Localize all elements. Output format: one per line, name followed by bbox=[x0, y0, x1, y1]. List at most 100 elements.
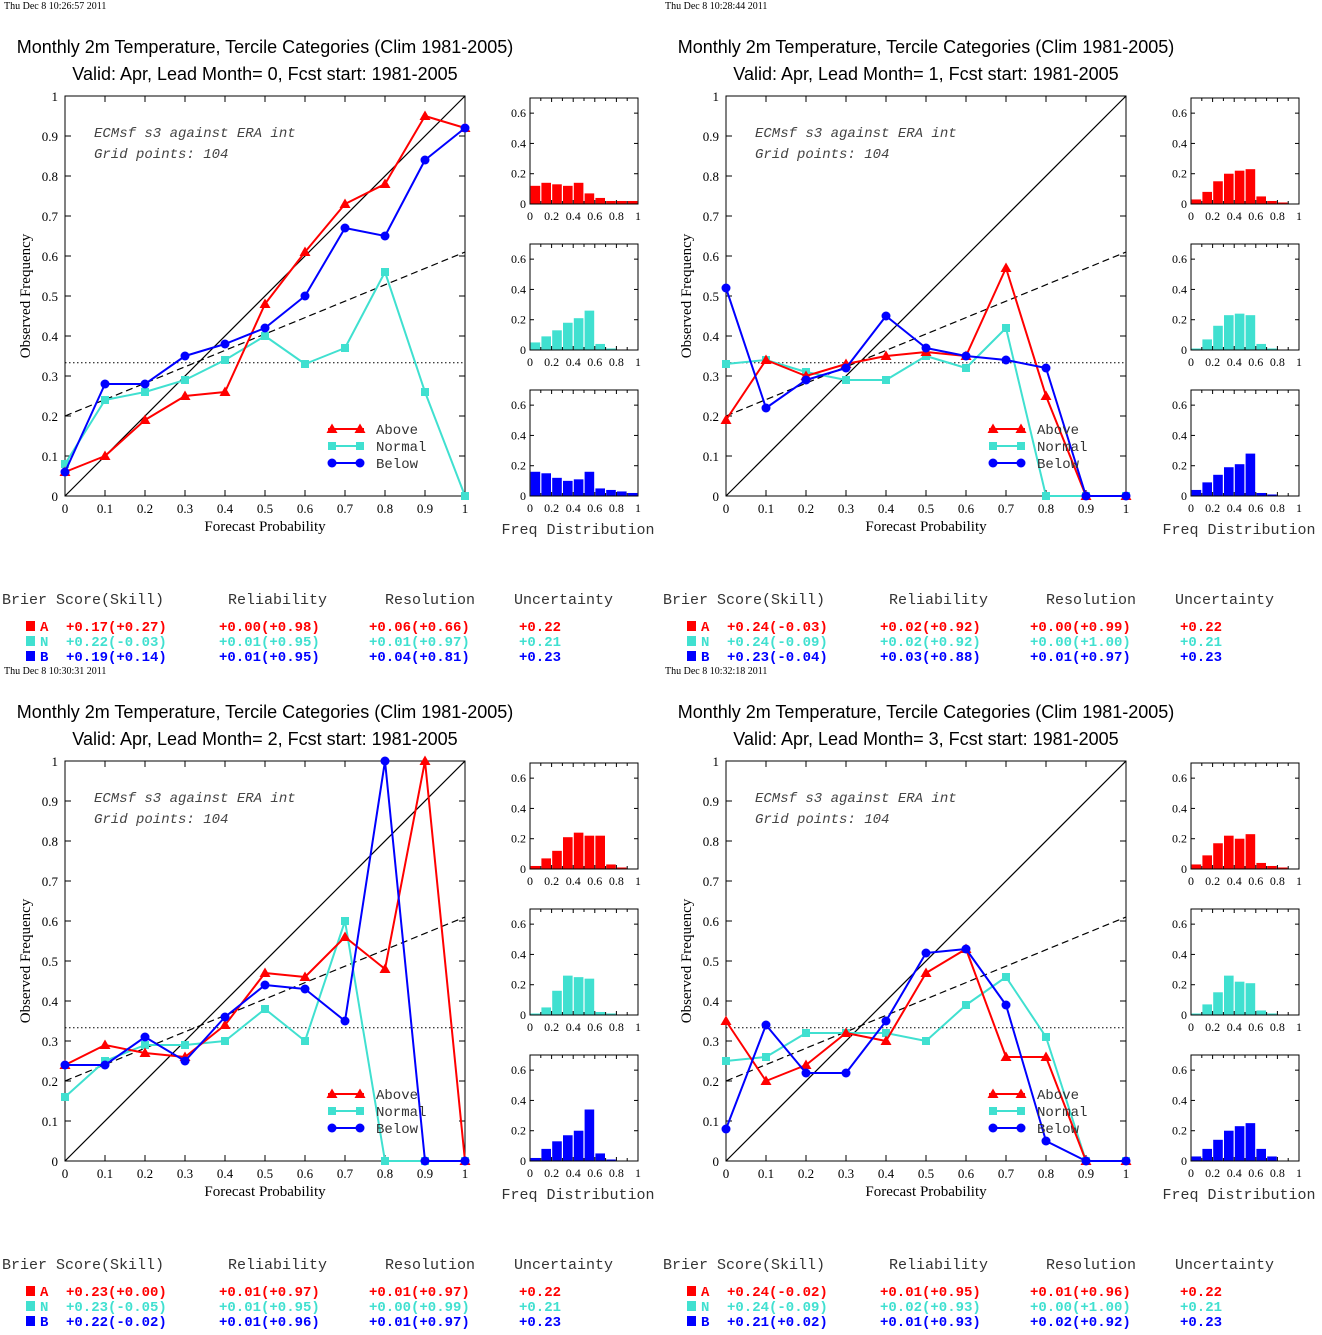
reliability-score: +0.01(+0.93) bbox=[880, 1315, 981, 1330]
brier-score: +0.22(-0.03) bbox=[66, 635, 167, 651]
reliability-score: +0.02(+0.92) bbox=[880, 620, 981, 636]
y-tick-label: 0.9 bbox=[42, 129, 58, 144]
data-point-above bbox=[1000, 262, 1012, 272]
histogram-frame bbox=[1190, 243, 1300, 351]
score-header: Uncertainty bbox=[514, 592, 613, 609]
histogram-bar bbox=[530, 1157, 541, 1161]
y-tick-label: 0.8 bbox=[42, 169, 58, 184]
panel-1: Thu Dec 8 10:28:44 2011 Monthly 2m Temper… bbox=[663, 1, 1316, 666]
data-point-below bbox=[220, 339, 230, 349]
data-point-normal bbox=[962, 364, 970, 372]
data-point-normal bbox=[722, 360, 730, 368]
histogram-bar bbox=[1234, 170, 1245, 204]
chart-subtitle: Valid: Apr, Lead Month= 0, Fcst start: 1… bbox=[72, 64, 457, 84]
hist-x-tick-label: 0.2 bbox=[1205, 1020, 1220, 1034]
annotation-model: ECMsf s3 against ERA int bbox=[94, 126, 296, 142]
y-tick-label: 0.8 bbox=[703, 169, 719, 184]
legend-marker bbox=[1016, 458, 1026, 468]
hist-x-tick-label: 0.8 bbox=[1270, 1166, 1285, 1180]
data-point-normal bbox=[842, 376, 850, 384]
hist-x-tick-label: 0 bbox=[527, 1020, 533, 1034]
x-tick-label: 0.4 bbox=[878, 501, 895, 516]
histogram-bar bbox=[1267, 494, 1277, 496]
data-point-below bbox=[881, 1016, 891, 1026]
histogram-bar bbox=[584, 471, 595, 496]
data-point-normal bbox=[922, 1037, 930, 1045]
score-header: Reliability bbox=[889, 1257, 988, 1274]
histogram-bar bbox=[595, 1153, 605, 1161]
y-tick-label: 0.3 bbox=[42, 369, 58, 384]
histogram-below: 0 0.2 0.4 0.6 0 0.2 0.4 0.6 0.8 1 bbox=[1172, 1054, 1302, 1180]
reliability-score: +0.02(+0.93) bbox=[880, 1300, 981, 1316]
hist-x-tick-label: 0.4 bbox=[1227, 1020, 1242, 1034]
hist-x-tick-label: 0.8 bbox=[609, 355, 624, 369]
x-tick-label: 0.4 bbox=[217, 1166, 234, 1181]
reliability-score: +0.00(+0.98) bbox=[219, 620, 320, 636]
panel-3: Thu Dec 8 10:32:18 2011 Monthly 2m Temper… bbox=[663, 666, 1316, 1331]
legend-marker bbox=[327, 458, 337, 468]
score-category-swatch bbox=[687, 1286, 696, 1296]
histogram-bar bbox=[606, 348, 616, 350]
data-point-above bbox=[99, 1039, 111, 1049]
histogram-bar bbox=[606, 200, 616, 204]
hist-x-tick-label: 0.2 bbox=[1205, 501, 1220, 515]
data-point-normal bbox=[261, 1005, 269, 1013]
x-axis-label: Forecast Probability bbox=[865, 519, 987, 535]
x-tick-label: 0.6 bbox=[297, 501, 314, 516]
score-header: Resolution bbox=[385, 1257, 475, 1274]
hist-x-tick-label: 0.6 bbox=[587, 1020, 602, 1034]
histogram-bar bbox=[1234, 313, 1245, 350]
hist-x-tick-label: 0.8 bbox=[609, 1166, 624, 1180]
hist-x-tick-label: 0.4 bbox=[1227, 501, 1242, 515]
data-point-below bbox=[721, 1124, 731, 1134]
hist-x-tick-label: 1 bbox=[635, 1166, 641, 1180]
hist-y-tick-label: 0 bbox=[520, 489, 526, 503]
histogram-bar bbox=[1191, 864, 1202, 869]
data-point-below bbox=[761, 403, 771, 413]
data-point-above bbox=[259, 298, 271, 308]
y-tick-label: 0.7 bbox=[703, 874, 720, 889]
data-point-above bbox=[419, 110, 431, 120]
chart-title: Monthly 2m Temperature, Tercile Categori… bbox=[17, 37, 514, 57]
perfect-reliability-line bbox=[725, 95, 1127, 497]
histogram-bar bbox=[584, 835, 595, 869]
y-tick-label: 0 bbox=[713, 489, 720, 504]
data-point-below bbox=[1081, 1156, 1091, 1166]
histogram-bar bbox=[563, 837, 573, 869]
y-tick-label: 0.2 bbox=[42, 409, 58, 424]
reliability-score: +0.01(+0.97) bbox=[219, 1285, 320, 1301]
data-point-above bbox=[339, 931, 351, 941]
no-skill-line bbox=[725, 916, 1127, 1082]
data-point-below bbox=[340, 1016, 350, 1026]
histogram-bar bbox=[1245, 315, 1256, 350]
histogram-bar bbox=[1256, 196, 1266, 204]
histogram-bar bbox=[1224, 173, 1234, 204]
resolution-score: +0.04(+0.81) bbox=[369, 650, 470, 666]
score-category-key: N bbox=[701, 1300, 709, 1316]
score-header: Resolution bbox=[1046, 1257, 1136, 1274]
x-axis-label: Forecast Probability bbox=[204, 1184, 326, 1200]
score-category-key: N bbox=[40, 635, 48, 651]
histogram-frame bbox=[1190, 908, 1300, 1016]
data-point-below bbox=[1001, 1000, 1011, 1010]
data-point-above bbox=[760, 354, 772, 364]
brier-score: +0.22(-0.02) bbox=[66, 1315, 167, 1330]
x-tick-label: 0.1 bbox=[758, 1166, 774, 1181]
hist-x-tick-label: 1 bbox=[635, 355, 641, 369]
score-category-swatch bbox=[687, 636, 696, 646]
x-axis-label: Forecast Probability bbox=[865, 1184, 987, 1200]
histogram-bar bbox=[1213, 474, 1223, 496]
histogram-bar bbox=[1224, 1130, 1234, 1161]
brier-score: +0.19(+0.14) bbox=[66, 650, 167, 666]
y-tick-label: 0.9 bbox=[42, 794, 58, 809]
histogram-bar bbox=[1202, 1004, 1212, 1015]
hist-x-tick-label: 1 bbox=[1296, 355, 1302, 369]
score-header: Resolution bbox=[385, 592, 475, 609]
histogram-frame bbox=[1190, 762, 1300, 870]
data-point-below bbox=[761, 1020, 771, 1030]
histogram-bar bbox=[584, 1109, 595, 1161]
histogram-above: 0 0.2 0.4 0.6 0 0.2 0.4 0.6 0.8 1 bbox=[511, 762, 641, 888]
histogram-bar bbox=[606, 489, 616, 496]
histogram-bar bbox=[1267, 200, 1277, 204]
data-point-below bbox=[881, 311, 891, 321]
